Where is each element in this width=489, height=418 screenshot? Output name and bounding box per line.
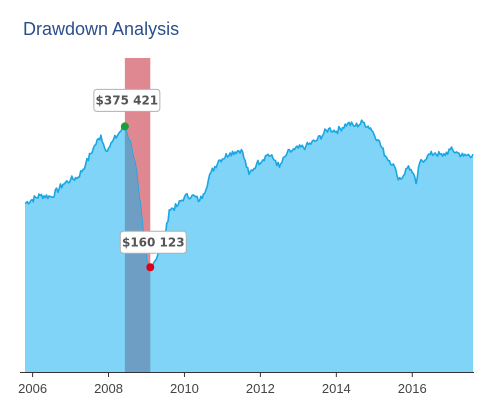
trough-label-box [119, 230, 187, 254]
x-tick-label: 2006 [18, 381, 47, 396]
area-layer [24, 119, 474, 372]
x-tick-label: 2016 [398, 381, 427, 396]
peak-label-box [93, 88, 161, 112]
series-line [24, 119, 474, 270]
x-tick-label: 2010 [170, 381, 199, 396]
x-axis: 2006 2008 2010 2012 2014 2016 [18, 372, 474, 396]
peak-value-label: $375 421 [96, 93, 159, 107]
series-area [25, 120, 473, 372]
peak-marker[interactable] [120, 122, 129, 131]
x-tick-label: 2008 [94, 381, 123, 396]
x-tick-label: 2012 [246, 381, 275, 396]
chart-title: Drawdown Analysis [23, 19, 180, 39]
trough-value-label: $160 123 [122, 235, 185, 249]
x-tick-label: 2014 [322, 381, 351, 396]
marker-layer[interactable]: $375 421 $160 123 [93, 88, 187, 272]
trough-marker[interactable] [146, 263, 155, 272]
